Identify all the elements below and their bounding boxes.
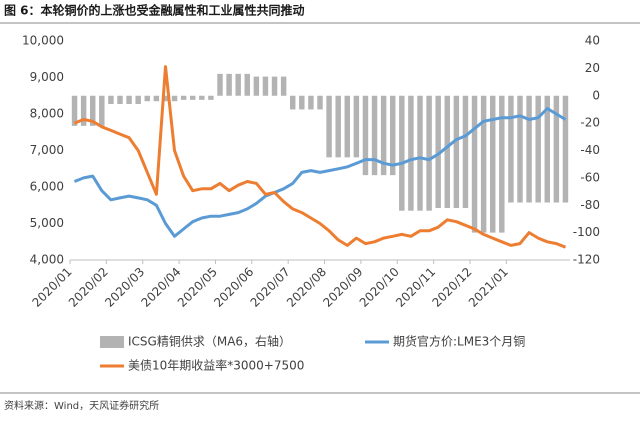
y-tick-label: 8,000 bbox=[30, 107, 64, 121]
bar bbox=[462, 95, 469, 208]
bar bbox=[226, 73, 232, 96]
bar bbox=[544, 95, 550, 203]
chart-title: 图 6：本轮铜价的上涨也受金融属性和工业属性共同推动 bbox=[4, 3, 305, 18]
bar bbox=[180, 95, 187, 100]
bar bbox=[471, 95, 478, 233]
bar bbox=[526, 95, 532, 203]
line bbox=[73, 107, 567, 238]
y2-tick-label: -40 bbox=[580, 143, 600, 157]
bar bbox=[317, 95, 323, 110]
bar bbox=[144, 95, 150, 102]
bar bbox=[299, 95, 305, 110]
bar bbox=[126, 95, 132, 104]
y-tick-label: 5,000 bbox=[30, 216, 64, 230]
bar bbox=[408, 95, 414, 211]
bar bbox=[162, 95, 169, 102]
line bbox=[73, 65, 567, 249]
bar bbox=[362, 95, 369, 176]
bar bbox=[235, 73, 241, 96]
bar bbox=[453, 95, 460, 208]
bar bbox=[553, 95, 560, 203]
bar bbox=[244, 73, 250, 96]
bar bbox=[190, 95, 196, 100]
bar bbox=[280, 76, 287, 96]
bar bbox=[480, 95, 487, 233]
bar bbox=[80, 95, 87, 126]
bar bbox=[399, 95, 405, 211]
bar bbox=[326, 95, 332, 158]
bar bbox=[199, 95, 205, 100]
y2-tick-label: -60 bbox=[580, 170, 600, 184]
bar bbox=[353, 95, 360, 158]
bar bbox=[417, 95, 423, 211]
bar bbox=[99, 95, 105, 126]
bar bbox=[371, 95, 378, 176]
bar bbox=[153, 95, 160, 102]
y-tick-label: 9,000 bbox=[30, 70, 64, 84]
y2-tick-label: -20 bbox=[580, 116, 600, 130]
y-tick-label: 7,000 bbox=[30, 143, 64, 157]
bar bbox=[344, 95, 350, 158]
bar bbox=[253, 76, 260, 96]
bar bbox=[426, 95, 432, 211]
bar bbox=[171, 95, 178, 102]
bar bbox=[517, 95, 523, 203]
x-tick-label: 2021/01 bbox=[466, 265, 511, 310]
y-tick-label: 6,000 bbox=[30, 180, 64, 194]
bar bbox=[508, 95, 514, 203]
y2-tick-label: -120 bbox=[573, 253, 600, 267]
bar bbox=[535, 95, 541, 203]
legend-label: 美债10年期收益率*3000+7500 bbox=[128, 358, 304, 373]
bar bbox=[490, 95, 496, 233]
bar bbox=[117, 95, 123, 104]
bar bbox=[335, 95, 341, 158]
bar bbox=[290, 95, 296, 110]
y-tick-label: 4,000 bbox=[30, 253, 64, 267]
bar bbox=[135, 95, 141, 104]
y2-tick-label: 40 bbox=[585, 34, 600, 48]
bar bbox=[444, 95, 450, 208]
y-tick-label: 10,000 bbox=[22, 34, 64, 48]
bar bbox=[262, 76, 269, 96]
legend-label: ICSG精铜供求（MA6，右轴） bbox=[128, 334, 291, 349]
source: 资料来源：Wind，天风证券研究所 bbox=[4, 399, 159, 412]
bar bbox=[390, 95, 396, 176]
bar bbox=[108, 95, 114, 104]
legend-label: 期货官方价:LME3个月铜 bbox=[393, 334, 525, 349]
legend-swatch bbox=[100, 336, 124, 348]
y2-tick-label: 20 bbox=[585, 61, 600, 75]
bar bbox=[562, 95, 569, 203]
bar bbox=[435, 95, 441, 208]
bar bbox=[380, 95, 387, 176]
bar bbox=[71, 95, 78, 126]
bar bbox=[217, 73, 223, 96]
y2-tick-label: -80 bbox=[580, 198, 600, 212]
bar bbox=[308, 95, 314, 110]
bar bbox=[208, 95, 214, 100]
y2-tick-label: 0 bbox=[592, 88, 600, 102]
bar bbox=[271, 76, 278, 96]
bar bbox=[499, 95, 505, 233]
bar bbox=[90, 95, 96, 126]
y2-tick-label: -100 bbox=[573, 225, 600, 239]
